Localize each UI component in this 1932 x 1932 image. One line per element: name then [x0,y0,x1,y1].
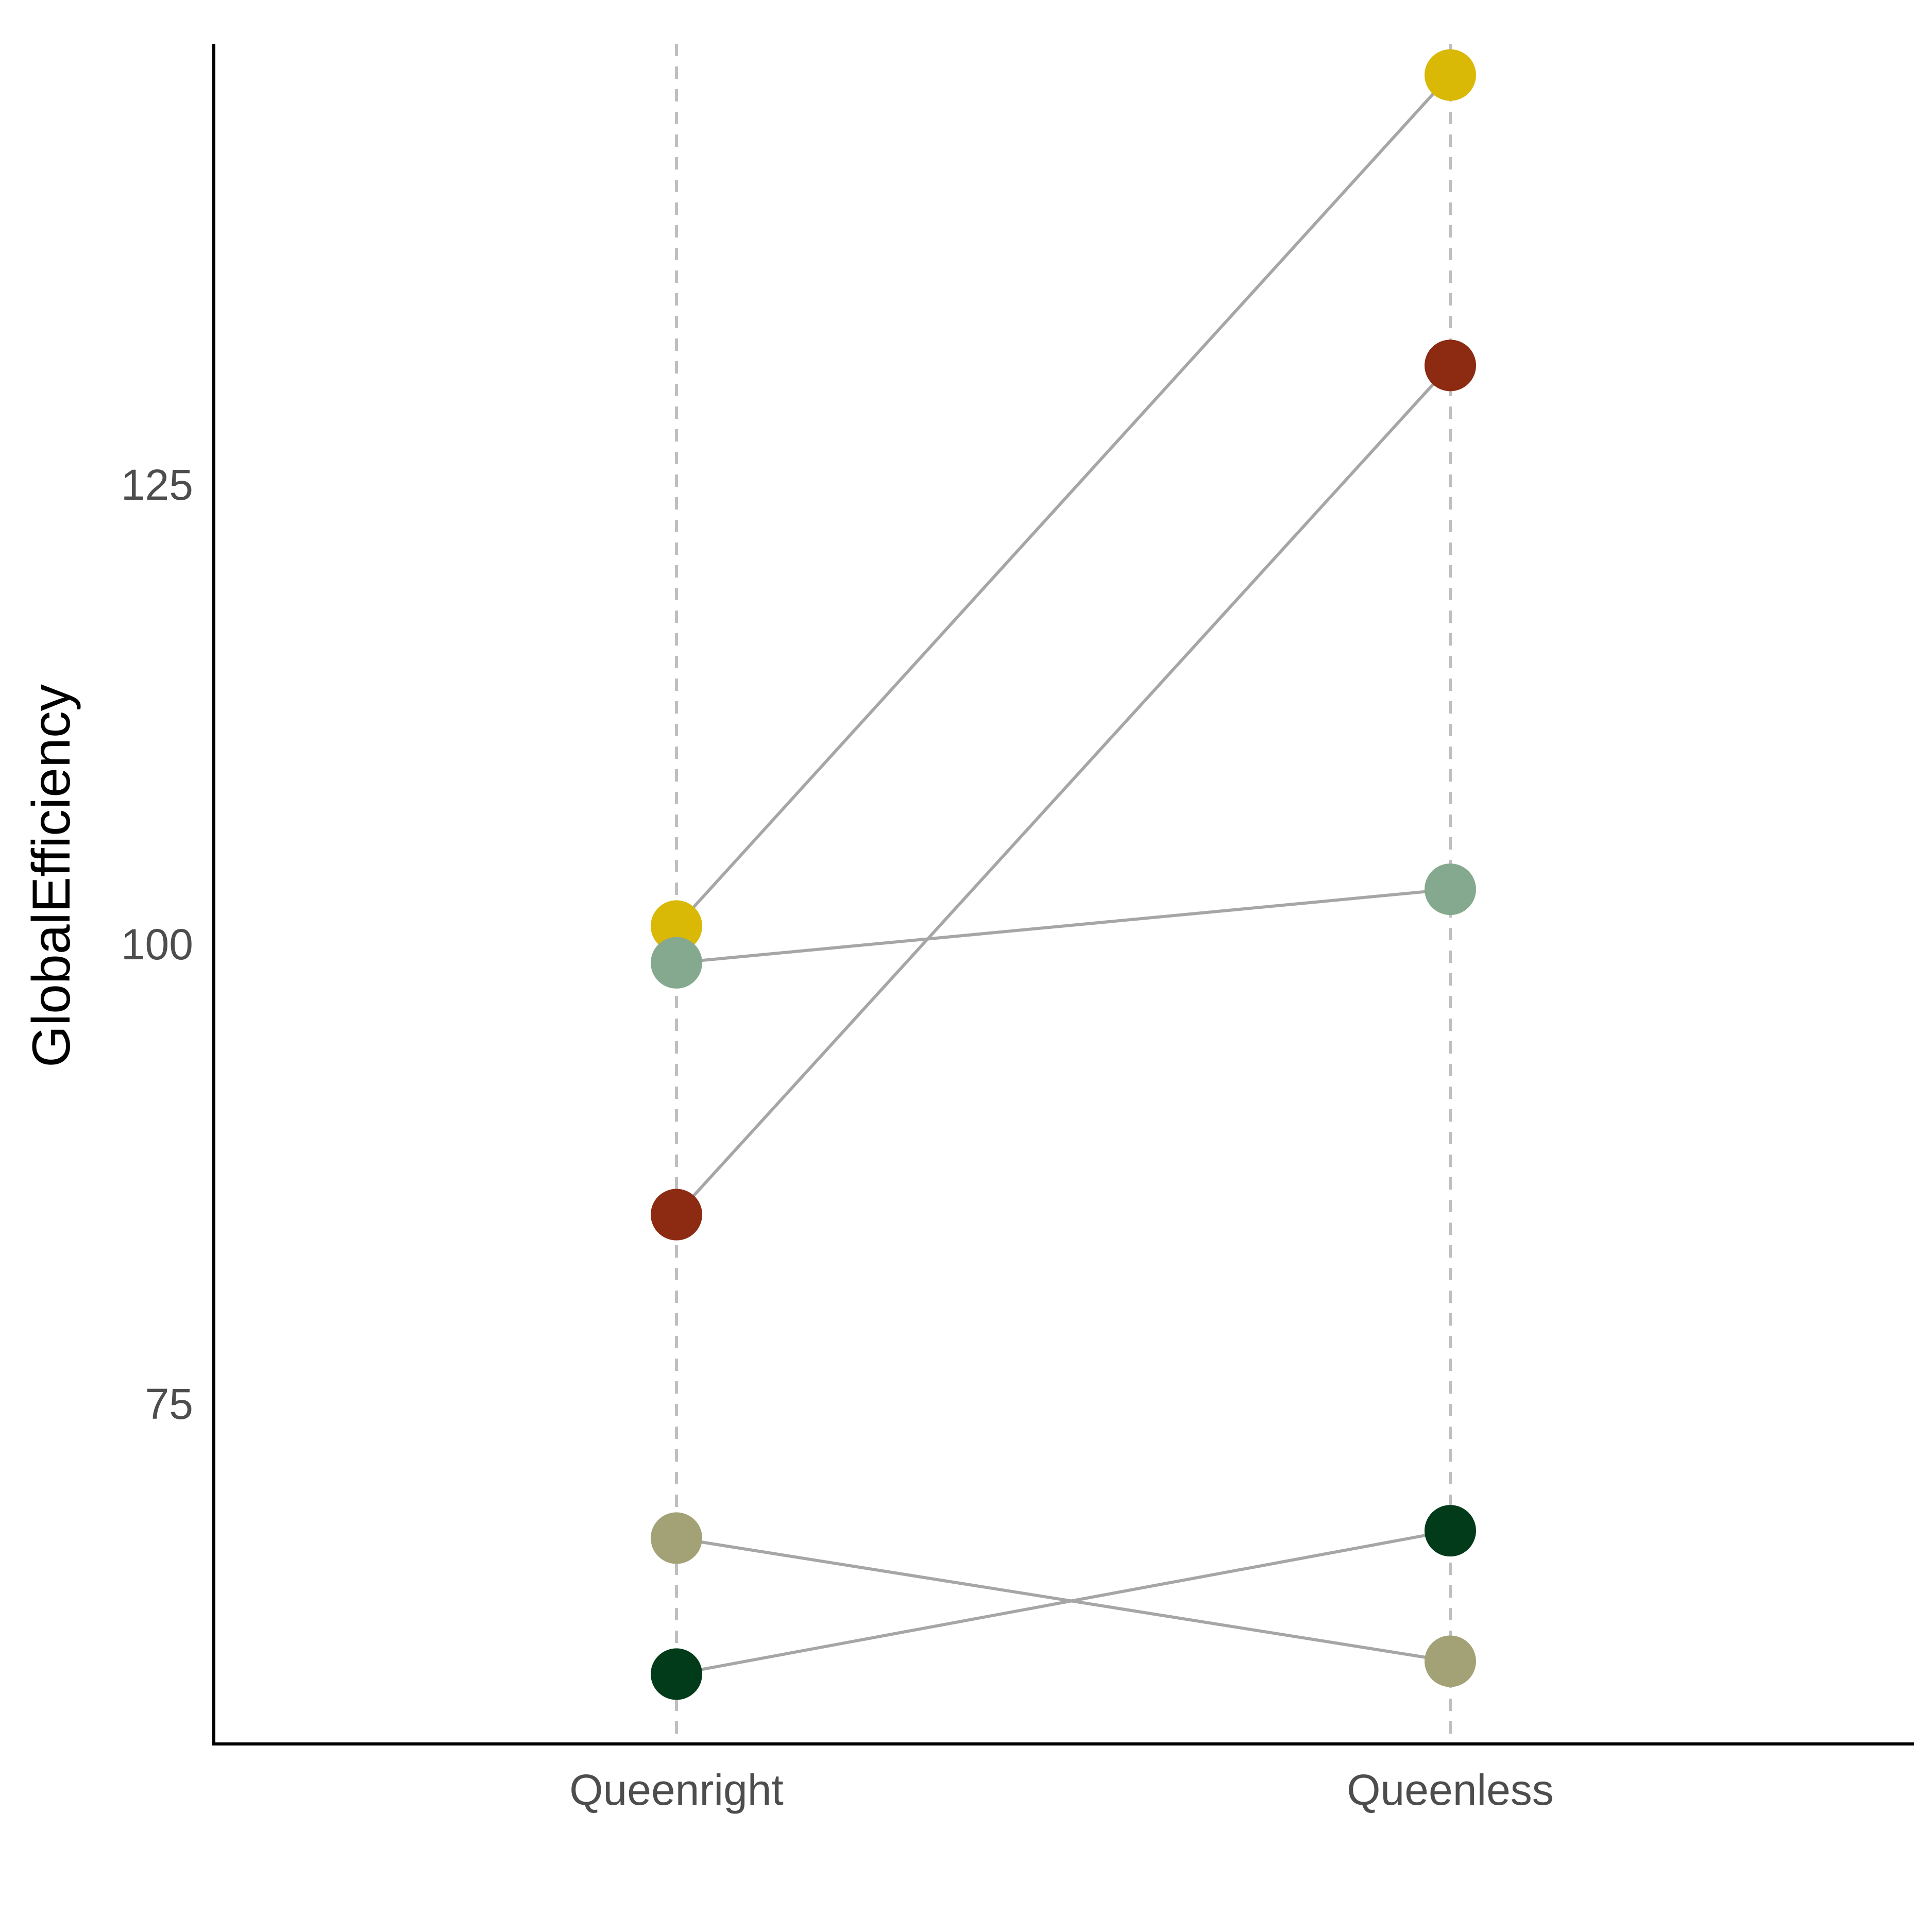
data-point-series-4-queenless [1425,1635,1476,1687]
x-tick-labels: Queenright Queenless [569,1766,1554,1814]
series-3-connector [676,888,1451,964]
x-tick-label-queenright: Queenright [569,1766,784,1814]
data-point-series-3-queenless [1425,863,1476,916]
series-5-connector [676,1529,1451,1676]
y-tick-label-100: 100 [121,920,193,969]
y-axis-title: GlobalEfficiency [22,684,81,1067]
series-4-connector [676,1536,1451,1663]
data-point-series-2-queenright [651,1189,702,1241]
y-tick-labels: 75 100 125 [121,461,193,1428]
y-tick-label-75: 75 [145,1380,193,1428]
category-guides [675,44,1452,1744]
data-points [651,49,1476,1700]
data-point-series-2-queenless [1425,340,1476,392]
series-1-connector [675,74,1452,927]
data-point-series-1-queenright [651,900,702,952]
x-tick-label-queenless: Queenless [1347,1766,1554,1814]
data-point-series-3-queenright [651,937,702,989]
y-tick-label-125: 125 [121,461,193,509]
data-point-series-5-queenless [1425,1505,1476,1557]
series-connectors [675,74,1452,1676]
data-point-series-4-queenright [651,1512,702,1564]
data-point-series-1-queenless [1425,49,1476,101]
series-2-connector [675,364,1452,1216]
data-point-series-5-queenright [651,1648,702,1700]
